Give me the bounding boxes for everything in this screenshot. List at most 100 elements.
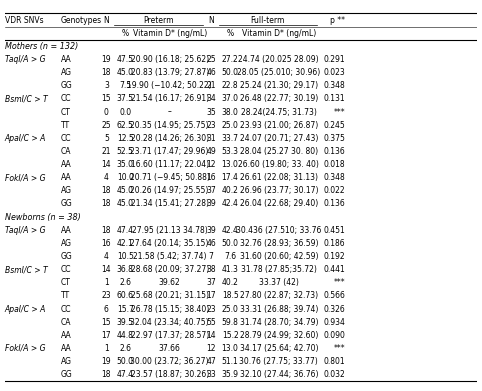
- Text: 2.6: 2.6: [119, 344, 131, 353]
- Text: 26.61 (22.08; 31.13): 26.61 (22.08; 31.13): [240, 173, 318, 182]
- Text: N: N: [208, 16, 214, 25]
- Text: 35: 35: [206, 108, 216, 117]
- Text: 34.17 (25.64; 42.70): 34.17 (25.64; 42.70): [240, 344, 318, 353]
- Text: 14: 14: [102, 160, 111, 169]
- Text: 50.0: 50.0: [222, 68, 239, 77]
- Text: BsmI/C > T: BsmI/C > T: [5, 94, 47, 103]
- Text: 1: 1: [104, 278, 109, 287]
- Text: CA: CA: [61, 147, 71, 156]
- Text: 18: 18: [102, 226, 111, 235]
- Text: 16: 16: [206, 173, 216, 182]
- Text: 14: 14: [206, 331, 216, 340]
- Text: 20.26 (14.97; 25.55): 20.26 (14.97; 25.55): [131, 187, 209, 196]
- Text: 5: 5: [104, 134, 109, 143]
- Text: 0.0: 0.0: [119, 108, 131, 117]
- Text: 32.76 (28.93; 36.59): 32.76 (28.93; 36.59): [240, 239, 318, 248]
- Text: 0.023: 0.023: [323, 68, 345, 77]
- Text: 27.64 (20.14; 35.15): 27.64 (20.14; 35.15): [131, 239, 209, 248]
- Text: AG: AG: [61, 187, 71, 196]
- Text: 34: 34: [206, 94, 216, 103]
- Text: 0.032: 0.032: [323, 370, 345, 379]
- Text: 25: 25: [206, 55, 216, 64]
- Text: 2.6: 2.6: [119, 278, 131, 287]
- Text: 45.0: 45.0: [117, 199, 134, 208]
- Text: 51.1: 51.1: [222, 357, 239, 366]
- Text: N: N: [104, 16, 109, 25]
- Text: 16: 16: [102, 239, 111, 248]
- Text: FokI/A > G: FokI/A > G: [5, 344, 45, 353]
- Text: 0.090: 0.090: [323, 331, 345, 340]
- Text: 31.74 (28.70; 34.79): 31.74 (28.70; 34.79): [240, 318, 318, 327]
- Text: 32.10 (27.44; 36.76): 32.10 (27.44; 36.76): [240, 370, 318, 379]
- Text: 22.8: 22.8: [222, 81, 239, 90]
- Text: 23: 23: [102, 291, 111, 300]
- Text: 7.5: 7.5: [119, 81, 131, 90]
- Text: Vitamin D* (ng/mL): Vitamin D* (ng/mL): [133, 29, 207, 38]
- Text: 24.74 (20.025 28.09): 24.74 (20.025 28.09): [239, 55, 319, 64]
- Text: AA: AA: [61, 226, 71, 235]
- Text: 23: 23: [206, 305, 216, 314]
- Text: AG: AG: [61, 239, 71, 248]
- Text: 21.54 (16.17; 26.91): 21.54 (16.17; 26.91): [131, 94, 209, 103]
- Text: 0: 0: [104, 108, 109, 117]
- Text: 31.78 (27.85;35.72): 31.78 (27.85;35.72): [241, 265, 317, 274]
- Text: 47.4: 47.4: [117, 370, 134, 379]
- Text: 0.186: 0.186: [323, 239, 345, 248]
- Text: 41.3: 41.3: [222, 265, 239, 274]
- Text: 37: 37: [206, 278, 216, 287]
- Text: 0.348: 0.348: [323, 81, 345, 90]
- Text: 3: 3: [104, 81, 109, 90]
- Text: VDR SNVs: VDR SNVs: [5, 16, 43, 25]
- Text: 23: 23: [206, 121, 216, 130]
- Text: –: –: [168, 108, 172, 117]
- Text: 40.2: 40.2: [222, 278, 239, 287]
- Text: 38: 38: [206, 265, 216, 274]
- Text: 62.5: 62.5: [117, 121, 134, 130]
- Text: 25.24 (21.30; 29.17): 25.24 (21.30; 29.17): [240, 81, 318, 90]
- Text: 0.136: 0.136: [323, 199, 345, 208]
- Text: 20.90 (16.18; 25.62): 20.90 (16.18; 25.62): [131, 55, 209, 64]
- Text: FokI/A > G: FokI/A > G: [5, 173, 45, 182]
- Text: 0.441: 0.441: [323, 265, 345, 274]
- Text: TT: TT: [61, 291, 70, 300]
- Text: 59.8: 59.8: [222, 318, 239, 327]
- Text: 4: 4: [104, 173, 109, 182]
- Text: ApaI/C > A: ApaI/C > A: [5, 305, 46, 314]
- Text: 0.192: 0.192: [323, 252, 345, 261]
- Text: 42.4: 42.4: [222, 226, 239, 235]
- Text: 20.28 (14.26; 26.30): 20.28 (14.26; 26.30): [131, 134, 209, 143]
- Text: %: %: [227, 29, 234, 38]
- Text: 20.83 (13.79; 27.87): 20.83 (13.79; 27.87): [131, 68, 209, 77]
- Text: 12: 12: [206, 344, 216, 353]
- Text: 13.0: 13.0: [222, 344, 239, 353]
- Text: GG: GG: [61, 199, 72, 208]
- Text: CA: CA: [61, 318, 71, 327]
- Text: 28.05 (25.010; 30.96): 28.05 (25.010; 30.96): [237, 68, 321, 77]
- Text: 44.8: 44.8: [117, 331, 134, 340]
- Text: 28.79 (24.99; 32.60): 28.79 (24.99; 32.60): [240, 331, 318, 340]
- Text: 28.68 (20.09; 37.27): 28.68 (20.09; 37.27): [131, 265, 209, 274]
- Text: 15: 15: [102, 318, 111, 327]
- Text: ***: ***: [333, 278, 345, 287]
- Text: 18: 18: [102, 199, 111, 208]
- Text: 21: 21: [206, 81, 216, 90]
- Text: 0.566: 0.566: [323, 291, 345, 300]
- Text: 39: 39: [206, 226, 216, 235]
- Text: 0.136: 0.136: [323, 147, 345, 156]
- Text: 10.5: 10.5: [117, 252, 134, 261]
- Text: TaqI/A > G: TaqI/A > G: [5, 226, 45, 235]
- Text: 37.0: 37.0: [222, 94, 239, 103]
- Text: AG: AG: [61, 357, 71, 366]
- Text: 7.6: 7.6: [224, 252, 236, 261]
- Text: GG: GG: [61, 370, 72, 379]
- Text: 18.5: 18.5: [222, 291, 239, 300]
- Text: BsmI/C > T: BsmI/C > T: [5, 265, 47, 274]
- Text: 28.24(24.75; 31.73): 28.24(24.75; 31.73): [241, 108, 317, 117]
- Text: 33.37 (42): 33.37 (42): [259, 278, 299, 287]
- Text: Preterm: Preterm: [144, 16, 174, 25]
- Text: 26.48 (22.77; 30.19): 26.48 (22.77; 30.19): [240, 94, 318, 103]
- Text: CT: CT: [61, 278, 70, 287]
- Text: 12: 12: [206, 160, 216, 169]
- Text: 30.436 (27.510; 33.76: 30.436 (27.510; 33.76: [236, 226, 321, 235]
- Text: 45.0: 45.0: [117, 68, 134, 77]
